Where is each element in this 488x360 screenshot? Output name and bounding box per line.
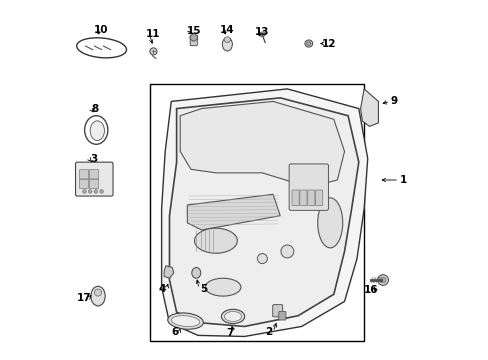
Polygon shape [259,32,265,37]
Ellipse shape [205,278,241,296]
Text: 11: 11 [146,28,161,39]
Text: 16: 16 [364,285,378,295]
Text: 8: 8 [91,104,99,113]
Polygon shape [169,98,358,327]
Ellipse shape [222,37,232,51]
Ellipse shape [90,121,104,140]
Polygon shape [164,266,173,278]
Polygon shape [190,33,197,41]
Text: 10: 10 [94,25,108,35]
Circle shape [149,48,157,55]
Text: 3: 3 [90,154,97,164]
FancyBboxPatch shape [299,190,306,206]
Circle shape [82,190,86,193]
FancyBboxPatch shape [307,190,314,206]
Ellipse shape [171,316,200,327]
Text: 1: 1 [399,175,406,185]
Text: 7: 7 [225,328,233,338]
Ellipse shape [77,38,126,58]
FancyBboxPatch shape [315,190,322,206]
FancyBboxPatch shape [272,305,282,317]
FancyBboxPatch shape [89,170,99,179]
Circle shape [100,190,103,193]
Polygon shape [162,89,367,337]
Text: 9: 9 [390,96,397,107]
Ellipse shape [91,286,105,306]
FancyBboxPatch shape [190,35,197,46]
Ellipse shape [306,42,310,45]
Text: 17: 17 [77,293,92,303]
FancyBboxPatch shape [89,179,99,189]
Text: 13: 13 [254,27,268,37]
Text: 6: 6 [171,327,178,337]
FancyBboxPatch shape [288,164,328,210]
FancyBboxPatch shape [80,179,88,189]
Text: 4: 4 [158,284,166,294]
Polygon shape [360,89,378,126]
Circle shape [377,275,387,285]
Text: 12: 12 [322,39,336,49]
Text: 2: 2 [264,327,272,337]
FancyBboxPatch shape [278,311,285,320]
Circle shape [281,245,293,258]
FancyBboxPatch shape [291,190,299,206]
Ellipse shape [191,267,201,278]
Text: 14: 14 [220,25,234,35]
Ellipse shape [94,289,102,296]
Ellipse shape [224,37,230,42]
Polygon shape [187,194,280,230]
Circle shape [88,190,92,193]
Ellipse shape [167,313,203,329]
Circle shape [380,277,385,283]
Text: 5: 5 [200,284,206,294]
Circle shape [94,190,98,193]
Ellipse shape [221,309,244,324]
Ellipse shape [224,311,241,321]
FancyBboxPatch shape [80,170,88,179]
Ellipse shape [194,228,237,253]
Ellipse shape [304,40,312,47]
FancyBboxPatch shape [149,84,364,341]
Text: 15: 15 [186,26,201,36]
Ellipse shape [317,198,342,248]
FancyBboxPatch shape [75,162,113,196]
Circle shape [257,253,267,264]
Ellipse shape [84,116,108,144]
Polygon shape [180,102,344,187]
